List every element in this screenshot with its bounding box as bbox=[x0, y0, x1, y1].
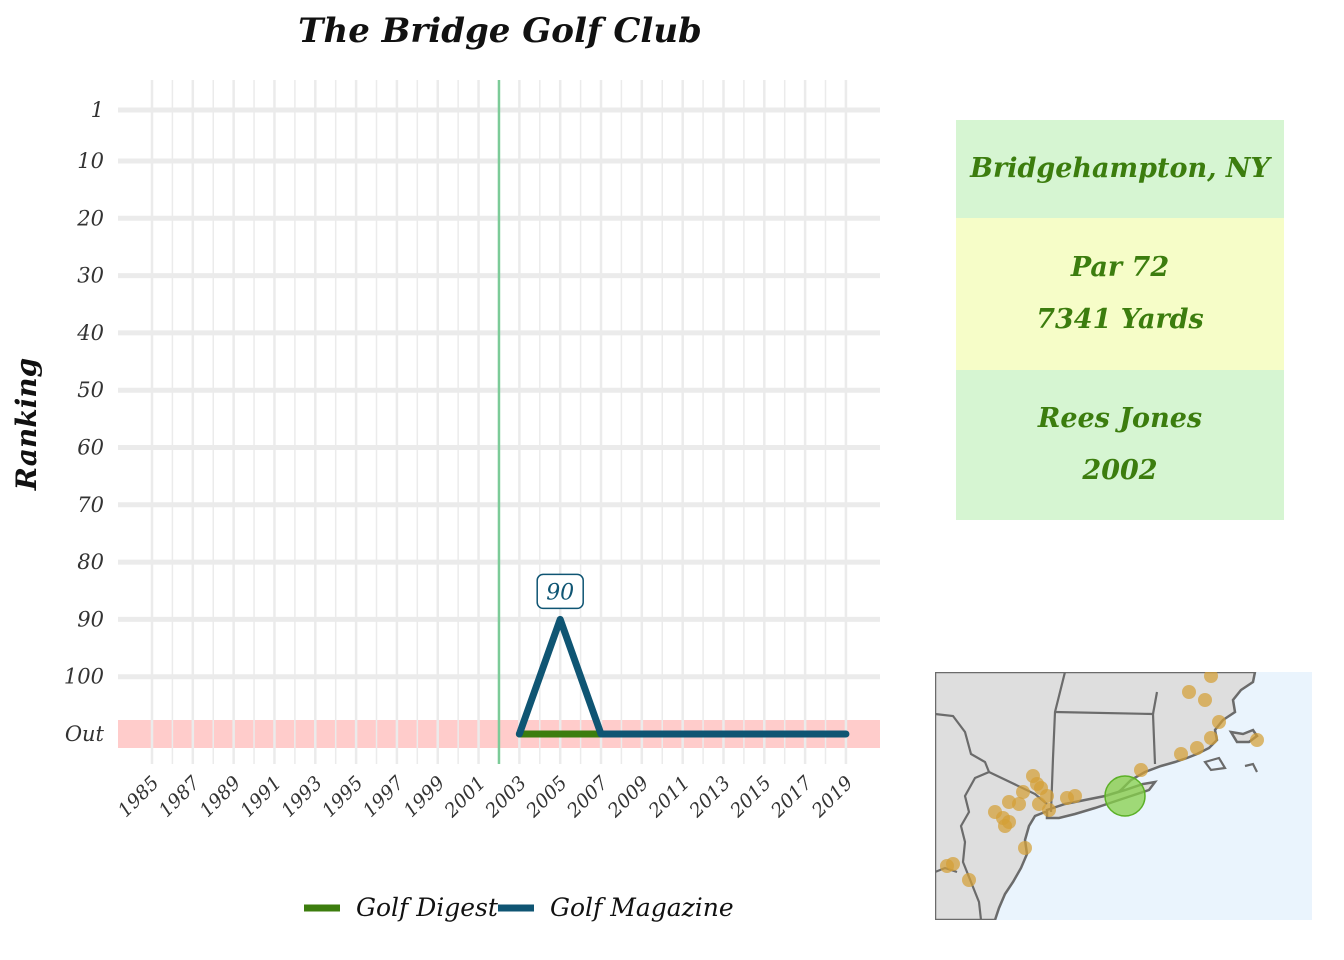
y-tick-label: 90 bbox=[77, 607, 104, 631]
course-marker bbox=[1068, 789, 1082, 803]
course-marker bbox=[946, 857, 960, 871]
x-tick-label: 1991 bbox=[236, 772, 286, 822]
course-marker bbox=[1016, 785, 1030, 799]
par-text: Par 72 bbox=[1070, 252, 1170, 283]
y-tick-label: 50 bbox=[77, 378, 104, 402]
course-marker bbox=[1250, 733, 1264, 747]
x-tick-label: 2019 bbox=[807, 772, 857, 822]
course-marker bbox=[1134, 763, 1148, 777]
course-info-panel: Bridgehampton, NY Par 72 7341 Yards Rees… bbox=[956, 120, 1284, 520]
x-tick-label: 2003 bbox=[480, 772, 530, 822]
data-label: 90 bbox=[546, 580, 574, 605]
x-tick-label: 2009 bbox=[603, 772, 653, 822]
x-tick-label: 1995 bbox=[318, 772, 368, 822]
course-marker bbox=[1018, 841, 1032, 855]
location-block: Bridgehampton, NY bbox=[956, 120, 1284, 218]
x-tick-label: 1989 bbox=[195, 772, 245, 822]
plot-area: 1102030405060708090100Out198519871989199… bbox=[64, 80, 880, 822]
ranking-chart: The Bridge Golf Club Ranking 1 10 20 30 40 50… bbox=[10, 11, 880, 922]
y-tick-label: 80 bbox=[77, 550, 104, 574]
course-marker bbox=[1190, 741, 1204, 755]
course-marker bbox=[998, 819, 1012, 833]
x-tick-label: 2001 bbox=[440, 772, 490, 822]
data-label-box bbox=[536, 573, 584, 610]
course-marker bbox=[962, 873, 976, 887]
x-tick-label: 1987 bbox=[155, 771, 205, 821]
x-tick-label: 2005 bbox=[521, 772, 571, 822]
course-marker bbox=[1174, 747, 1188, 761]
course-markers bbox=[940, 672, 1264, 887]
x-tick-label: 1985 bbox=[114, 772, 164, 822]
x-tick-label: 1997 bbox=[359, 771, 409, 821]
y-tick-label: 10 bbox=[77, 149, 104, 173]
course-marker bbox=[1204, 672, 1218, 683]
y-tick-label: 20 bbox=[76, 206, 104, 230]
location-map bbox=[935, 672, 1312, 920]
chart-title: The Bridge Golf Club bbox=[298, 11, 702, 51]
location-text: Bridgehampton, NY bbox=[970, 153, 1270, 184]
course-marker bbox=[1198, 693, 1212, 707]
legend: Golf Digest Golf Magazine bbox=[304, 893, 734, 922]
course-marker bbox=[1002, 795, 1016, 809]
y-tick-label: 30 bbox=[77, 264, 104, 288]
opened-year-text: 2002 bbox=[1082, 455, 1158, 486]
course-marker bbox=[1042, 803, 1056, 817]
architect-block: Rees Jones 2002 bbox=[956, 370, 1284, 520]
x-tick-label: 2017 bbox=[766, 771, 817, 822]
legend-label: Golf Magazine bbox=[550, 893, 734, 922]
x-tick-label: 2015 bbox=[725, 772, 775, 822]
y-tick-label: 1 bbox=[91, 98, 104, 122]
legend-label: Golf Digest bbox=[356, 893, 499, 922]
y-tick-label: 70 bbox=[77, 493, 104, 517]
y-tick-label: Out bbox=[65, 722, 105, 746]
yardage-text: 7341 Yards bbox=[1036, 304, 1204, 335]
y-tick-label: 40 bbox=[76, 321, 104, 345]
y-tick-label: 60 bbox=[77, 436, 104, 460]
series-line-golf-magazine bbox=[515, 615, 850, 738]
x-tick-label: 1999 bbox=[400, 772, 450, 822]
course-specs-block: Par 72 7341 Yards bbox=[956, 218, 1284, 370]
x-tick-label: 2011 bbox=[644, 772, 694, 822]
course-marker bbox=[1204, 731, 1218, 745]
x-tick-label: 2013 bbox=[685, 772, 735, 822]
y-axis-title: Ranking bbox=[10, 358, 43, 491]
architect-text: Rees Jones bbox=[1037, 403, 1203, 434]
course-marker bbox=[1212, 715, 1226, 729]
highlighted-course-marker bbox=[1104, 775, 1146, 817]
y-tick-label: 100 bbox=[64, 665, 104, 689]
x-tick-label: 2007 bbox=[562, 771, 613, 822]
course-marker bbox=[1182, 685, 1196, 699]
x-tick-label: 1993 bbox=[277, 772, 327, 822]
